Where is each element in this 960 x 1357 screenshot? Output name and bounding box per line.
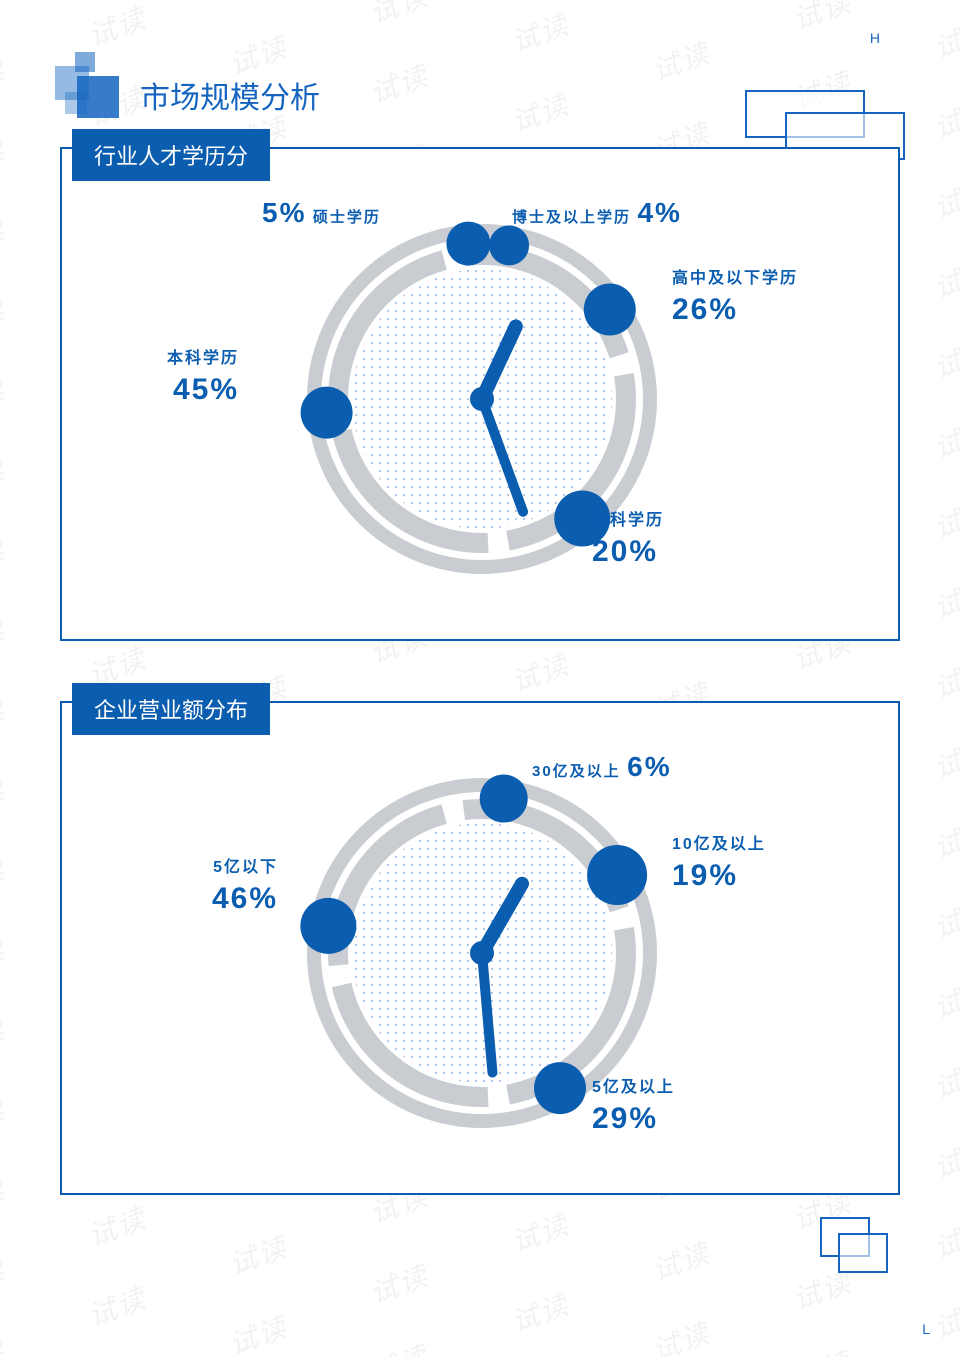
data-value: 26% [672,290,798,329]
panel-title: 企业营业额分布 [72,683,270,735]
data-name-text: 10亿及以上 [672,835,766,856]
data-marker [534,1062,586,1114]
data-marker [584,284,636,336]
corner-letter-bottom: L [922,1321,930,1337]
data-marker [480,775,528,823]
data-marker [300,898,356,954]
corner-deco-bottom [820,1217,900,1287]
data-label: 博士及以上学历 4% [512,195,682,231]
data-value: 19% [672,856,766,895]
panel-title: 行业人才学历分 [72,129,270,181]
data-name-text: 本科学历 [167,349,239,370]
data-value: 46% [212,879,278,918]
data-name-text: 5亿以下 [212,858,278,879]
data-label: 5亿及以上29% [592,1078,675,1138]
data-value: 4% [637,197,681,228]
data-marker [446,222,490,266]
clock-wrap: 5% 硕士学历 博士及以上学历 4% 高中及以下学历26% 专科学历20% 本科学历45… [82,189,878,609]
data-name-text: 高中及以下学历 [672,269,798,290]
data-marker [301,387,353,439]
data-value: 20% [592,532,664,571]
data-marker [587,845,647,905]
panel: 企业营业额分布 30亿及以上 6%10亿及以上19%5亿及以上29%5亿以下46… [60,701,900,1195]
clock-wrap: 30亿及以上 6% 10亿及以上19% 5亿及以上29% 5亿以下46% [82,743,878,1163]
data-label: 高中及以下学历26% [672,269,798,329]
corner-letter-top: H [870,30,880,46]
data-label: 10亿及以上19% [672,835,766,895]
data-label: 专科学历20% [592,511,664,571]
data-value: 5% [262,197,306,228]
data-label: 30亿及以上 6% [532,749,672,785]
data-name-text: 博士及以上学历 [512,209,631,226]
header-squares-icon [55,52,125,122]
data-value: 29% [592,1099,675,1138]
data-label: 5% 硕士学历 [262,195,381,231]
data-name-text: 30亿及以上 [532,763,621,780]
data-label: 5亿以下46% [212,858,278,918]
panel-body: 5% 硕士学历 博士及以上学历 4% 高中及以下学历26% 专科学历20% 本科学历45… [60,147,900,641]
data-name-text: 5亿及以上 [592,1078,675,1099]
clock-chart [82,743,882,1163]
data-value: 6% [627,751,671,782]
data-name-text: 专科学历 [592,511,664,532]
data-name-text: 硕士学历 [313,209,381,226]
panels-container: 行业人才学历分 5% 硕士学历博士及以上学历 4%高中及以下学历26%专科学历2… [0,147,960,1195]
data-value: 45% [167,370,239,409]
panel: 行业人才学历分 5% 硕士学历博士及以上学历 4%高中及以下学历26%专科学历2… [60,147,900,641]
panel-body: 30亿及以上 6% 10亿及以上19% 5亿及以上29% 5亿以下46% [60,701,900,1195]
data-label: 本科学历45% [167,349,239,409]
